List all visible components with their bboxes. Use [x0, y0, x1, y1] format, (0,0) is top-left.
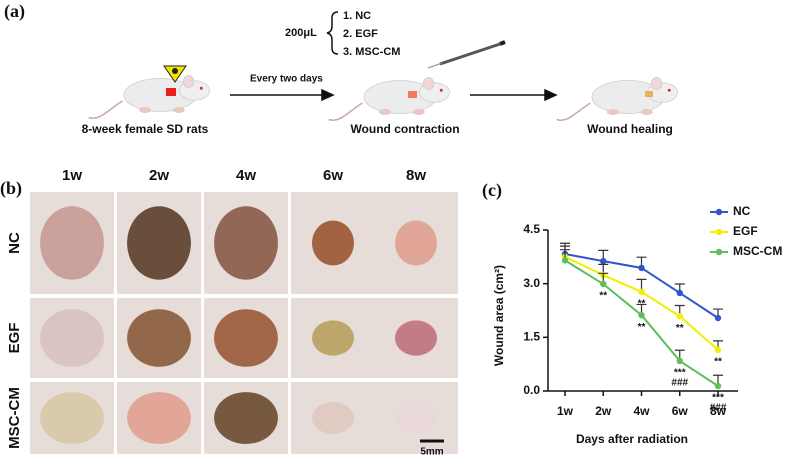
data-point	[714, 346, 722, 354]
wound	[127, 392, 191, 444]
wound	[395, 320, 437, 356]
significance: ###	[671, 378, 688, 389]
row-label: NC	[6, 232, 23, 254]
panel-label: (b)	[0, 178, 22, 199]
wound	[395, 402, 437, 434]
significance: ***	[712, 393, 724, 404]
arrow	[230, 88, 558, 102]
step-label: Wound contraction	[350, 122, 459, 136]
legend-label: MSC-CM	[733, 244, 782, 258]
data-point	[638, 288, 645, 296]
wound	[214, 206, 278, 280]
scale-bar-label: 5mm	[420, 447, 443, 458]
step-label: 8-week female SD rats	[82, 122, 209, 136]
treatment: 2. EGF	[343, 28, 378, 40]
x-tick-label: 2w	[595, 404, 612, 418]
rat	[556, 76, 679, 121]
wound	[395, 220, 437, 266]
treatment: 1. NC	[343, 10, 371, 22]
rat	[328, 76, 451, 121]
data-point	[638, 311, 645, 319]
column-label: 6w	[323, 167, 343, 184]
significance: **	[638, 322, 646, 333]
photo-grid	[30, 192, 458, 454]
wound	[127, 309, 191, 367]
wound	[127, 206, 191, 280]
wound	[312, 402, 354, 434]
significance: ###	[710, 403, 727, 414]
y-tick-label: 0.0	[523, 383, 540, 397]
column-label: 2w	[149, 167, 169, 184]
step-label: Wound healing	[587, 122, 673, 136]
legend-marker	[715, 228, 723, 236]
column-label: 8w	[406, 167, 426, 184]
rat	[88, 74, 211, 119]
treatment: 3. MSC-CM	[343, 46, 400, 58]
x-tick-label: 6w	[672, 404, 689, 418]
y-axis-label: Wound area (cm²)	[492, 265, 506, 366]
data-point	[600, 280, 607, 288]
volume: 200μL	[285, 27, 317, 39]
legend-marker	[715, 248, 723, 256]
y-tick-label: 1.5	[523, 330, 540, 344]
legend-marker	[715, 208, 723, 216]
legend-label: EGF	[733, 224, 758, 238]
x-tick-label: 8w	[710, 404, 727, 418]
wound	[214, 309, 278, 367]
row-label: MSC-CM	[6, 387, 23, 449]
wound	[312, 220, 354, 266]
y-tick-label: 4.5	[523, 222, 540, 236]
data-point	[676, 289, 683, 297]
panel-label: (a)	[4, 1, 25, 22]
data-point	[638, 264, 645, 272]
significance: ***	[674, 368, 686, 379]
data-point	[676, 313, 683, 320]
legend-label: NC	[733, 204, 751, 218]
interval: Every two days	[250, 74, 323, 85]
significance: **	[676, 323, 684, 334]
data-point	[676, 357, 683, 365]
syringe	[427, 40, 506, 69]
significance: **	[599, 291, 607, 302]
data-point	[714, 382, 722, 390]
wound	[214, 392, 278, 444]
data-point	[561, 257, 569, 264]
wound	[166, 88, 176, 96]
wound	[40, 309, 104, 367]
data-point	[714, 314, 722, 322]
data-point	[600, 257, 607, 265]
column-label: 4w	[236, 167, 256, 184]
wound	[312, 320, 354, 356]
wound	[408, 91, 417, 98]
y-tick-label: 3.0	[523, 276, 540, 290]
wound	[40, 392, 104, 444]
significance: **	[714, 356, 722, 367]
radiation-sign	[172, 68, 178, 74]
x-tick-label: 4w	[633, 404, 650, 418]
wound	[645, 91, 653, 97]
row-label: EGF	[6, 323, 23, 354]
brace	[326, 11, 339, 55]
wound	[40, 206, 104, 280]
x-tick-label: 1w	[557, 404, 574, 418]
column-label: 1w	[62, 167, 82, 184]
x-axis-label: Days after radiation	[576, 432, 688, 446]
panel-label: (c)	[482, 180, 502, 201]
